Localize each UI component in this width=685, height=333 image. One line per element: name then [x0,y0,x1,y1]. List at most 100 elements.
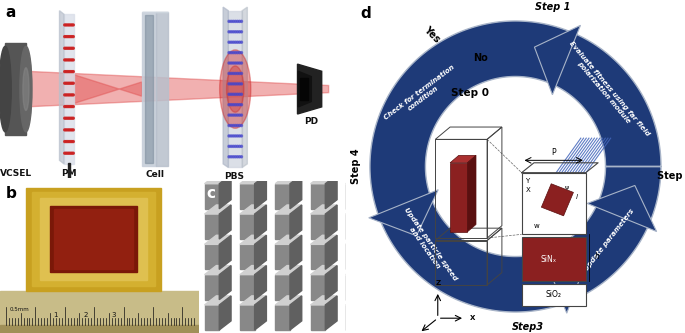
Ellipse shape [228,52,230,54]
Ellipse shape [64,141,66,143]
Polygon shape [534,25,580,95]
Ellipse shape [68,94,70,96]
Polygon shape [310,275,325,300]
Ellipse shape [238,20,240,22]
Text: PBS: PBS [225,172,245,181]
Text: 3: 3 [111,312,116,318]
Bar [26,187,161,291]
Ellipse shape [69,152,71,154]
Polygon shape [219,145,231,178]
Ellipse shape [68,129,70,131]
Ellipse shape [68,82,70,84]
Polygon shape [255,296,266,330]
Bar [68,163,71,178]
Ellipse shape [238,145,240,148]
Polygon shape [310,214,325,239]
Text: PD: PD [304,117,319,126]
Text: d: d [360,6,371,21]
Polygon shape [587,185,657,231]
Ellipse shape [234,52,236,54]
Ellipse shape [65,59,67,61]
Ellipse shape [71,94,73,96]
Bar [522,237,586,281]
Ellipse shape [230,156,232,158]
Text: a: a [5,5,16,20]
Polygon shape [240,214,255,239]
Ellipse shape [65,141,67,143]
Polygon shape [346,205,373,214]
Ellipse shape [69,129,71,131]
Ellipse shape [65,152,67,154]
Polygon shape [275,154,290,178]
Polygon shape [541,184,573,216]
Ellipse shape [71,152,73,154]
Polygon shape [346,266,373,275]
Ellipse shape [66,106,69,108]
Ellipse shape [73,71,74,73]
Ellipse shape [69,82,71,84]
Ellipse shape [68,152,70,154]
Polygon shape [310,266,337,275]
Polygon shape [346,184,360,209]
Ellipse shape [69,94,71,96]
Ellipse shape [65,71,67,73]
Text: Step 4: Step 4 [351,149,362,184]
Ellipse shape [238,83,240,85]
Polygon shape [310,235,337,244]
Ellipse shape [236,104,238,106]
Ellipse shape [71,24,73,26]
Polygon shape [325,235,337,269]
Polygon shape [240,244,255,269]
Text: Cell: Cell [145,170,164,179]
Polygon shape [275,244,290,269]
Text: b: b [6,186,17,201]
Ellipse shape [240,62,242,64]
Ellipse shape [73,152,74,154]
Polygon shape [325,175,337,209]
Ellipse shape [236,145,238,148]
Ellipse shape [69,59,71,61]
Polygon shape [346,154,360,178]
Text: Step3: Step3 [512,322,544,332]
Ellipse shape [240,125,242,127]
Polygon shape [240,275,255,300]
Polygon shape [205,205,231,214]
Ellipse shape [71,71,73,73]
Ellipse shape [228,104,230,106]
Ellipse shape [228,62,230,64]
Polygon shape [310,175,337,184]
Ellipse shape [240,52,242,54]
Polygon shape [242,7,247,167]
Ellipse shape [228,93,230,95]
Text: SiO₂: SiO₂ [546,290,562,299]
Ellipse shape [230,52,232,54]
Ellipse shape [230,62,232,64]
Polygon shape [240,235,266,244]
Ellipse shape [69,106,71,108]
Text: Step 1: Step 1 [535,2,570,12]
Ellipse shape [232,156,234,158]
Ellipse shape [65,24,67,26]
Ellipse shape [230,31,232,33]
Polygon shape [219,205,231,239]
Text: w: w [534,223,539,229]
Polygon shape [275,235,301,244]
Polygon shape [298,71,311,107]
Text: Update parameters: Update parameters [583,207,635,271]
Polygon shape [205,244,219,269]
Ellipse shape [230,83,232,85]
Polygon shape [538,244,585,313]
Ellipse shape [228,156,230,158]
Ellipse shape [64,106,66,108]
Ellipse shape [238,114,240,116]
Ellipse shape [232,145,234,148]
Polygon shape [219,296,231,330]
Ellipse shape [64,24,66,26]
Ellipse shape [232,72,234,75]
Polygon shape [275,205,301,214]
Polygon shape [275,305,290,330]
Ellipse shape [65,36,67,38]
Polygon shape [346,214,360,239]
Ellipse shape [73,82,74,84]
Ellipse shape [232,125,234,127]
